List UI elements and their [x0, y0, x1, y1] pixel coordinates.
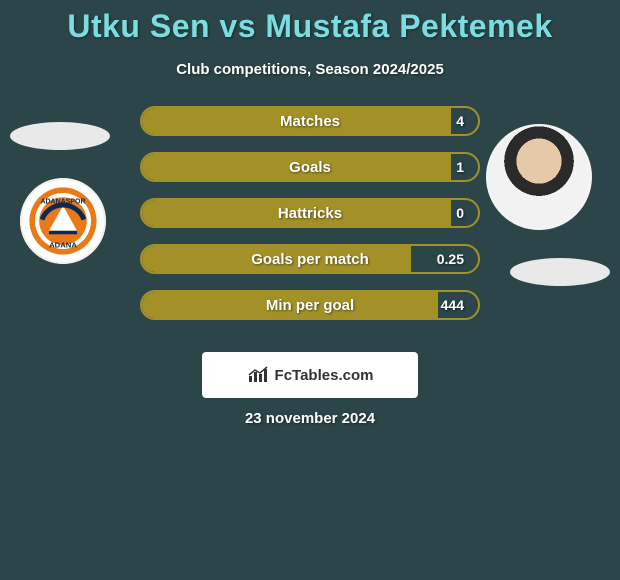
svg-text:ADANA: ADANA: [49, 241, 77, 250]
fctables-label: FcTables.com: [275, 367, 374, 384]
club-right-badge: [510, 258, 610, 286]
fctables-badge[interactable]: FcTables.com: [202, 352, 418, 398]
stat-label: Hattricks: [142, 200, 478, 226]
stat-value-right: 1: [456, 154, 464, 180]
subtitle: Club competitions, Season 2024/2025: [0, 61, 620, 78]
player-right-avatar: [486, 124, 592, 230]
stat-row: Goals1: [140, 152, 480, 182]
svg-text:ADANASPOR: ADANASPOR: [40, 199, 85, 206]
stat-label: Matches: [142, 108, 478, 134]
page-title: Utku Sen vs Mustafa Pektemek: [0, 0, 620, 45]
stat-row: Hattricks0: [140, 198, 480, 228]
stat-value-right: 0: [456, 200, 464, 226]
stat-label: Goals: [142, 154, 478, 180]
adanaspor-logo-icon: ADANASPOR ADANA: [28, 186, 98, 256]
stat-row: Matches4: [140, 106, 480, 136]
stat-row: Goals per match0.25: [140, 244, 480, 274]
stat-label: Min per goal: [142, 292, 478, 318]
stat-label: Goals per match: [142, 246, 478, 272]
club-left-badge: ADANASPOR ADANA: [20, 178, 106, 264]
player-left-avatar: [10, 122, 110, 150]
stat-value-right: 4: [456, 108, 464, 134]
chart-icon: [247, 366, 269, 384]
stat-row: Min per goal444: [140, 290, 480, 320]
stat-value-right: 0.25: [437, 246, 464, 272]
stat-value-right: 444: [441, 292, 464, 318]
date-label: 23 november 2024: [0, 410, 620, 427]
